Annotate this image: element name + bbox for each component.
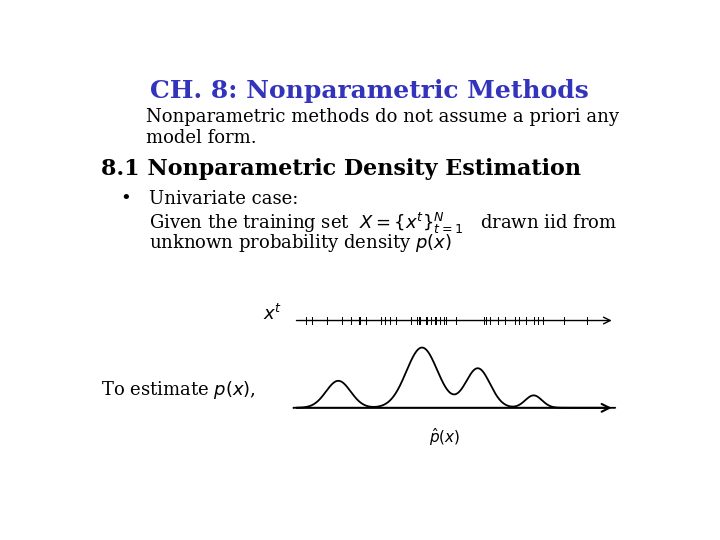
Text: model form.: model form. <box>145 129 256 147</box>
Text: CH. 8: Nonparametric Methods: CH. 8: Nonparametric Methods <box>150 79 588 103</box>
Text: To estimate $p(x)$,: To estimate $p(x)$, <box>101 379 256 401</box>
Text: •: • <box>121 190 132 207</box>
Text: Nonparametric methods do not assume a priori any: Nonparametric methods do not assume a pr… <box>145 109 618 126</box>
Text: unknown probability density $p(x)$: unknown probability density $p(x)$ <box>148 232 451 254</box>
Text: $\hat{p}(x)$: $\hat{p}(x)$ <box>428 427 460 448</box>
Text: Univariate case:: Univariate case: <box>148 190 298 207</box>
Text: 8.1 Nonparametric Density Estimation: 8.1 Nonparametric Density Estimation <box>101 158 581 180</box>
Text: Given the training set  $X = \{x^t\}_{t=1}^N$   drawn iid from: Given the training set $X = \{x^t\}_{t=1… <box>148 211 616 237</box>
Text: $x^t$: $x^t$ <box>264 304 282 325</box>
